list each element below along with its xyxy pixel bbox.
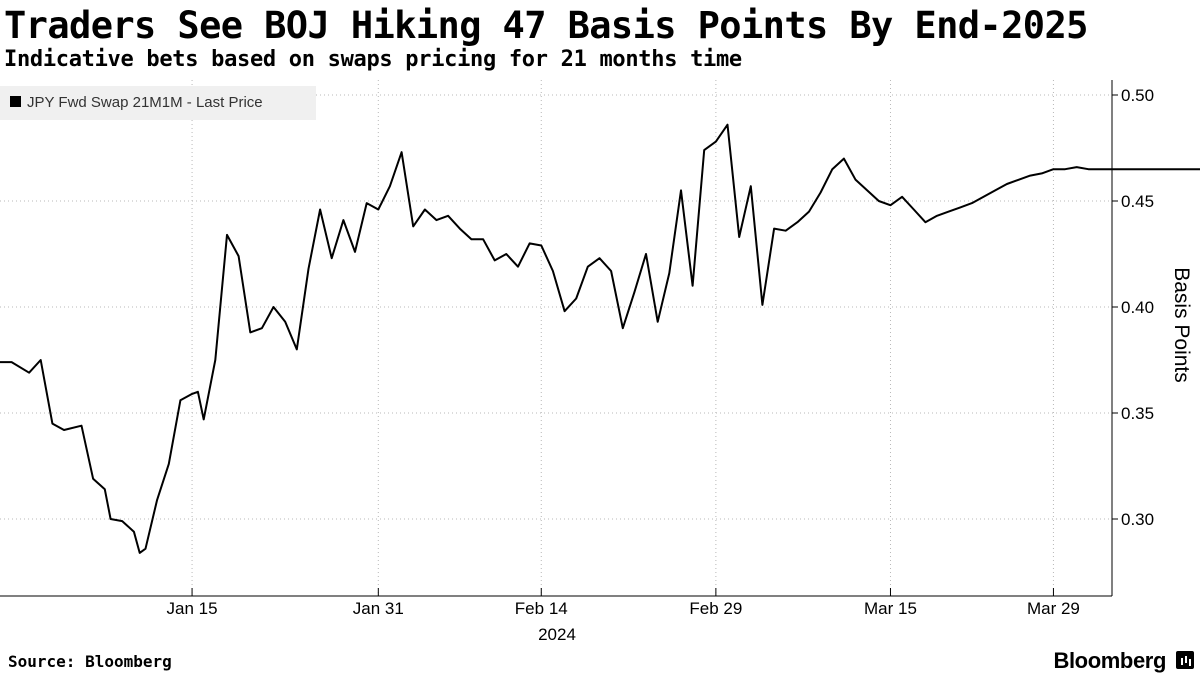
y-tick-label: 0.40 — [1121, 298, 1154, 317]
chart-subtitle: Indicative bets based on swaps pricing f… — [4, 47, 742, 72]
source-note: Source: Bloomberg — [8, 652, 172, 671]
legend: JPY Fwd Swap 21M1M - Last Price — [0, 86, 316, 120]
legend-label: JPY Fwd Swap 21M1M - Last Price — [27, 94, 263, 111]
x-tick-label: Jan 31 — [353, 599, 404, 618]
brand-logo: Bloomberg — [1053, 648, 1166, 673]
x-tick-label: Feb 14 — [515, 599, 568, 618]
legend-box — [0, 86, 316, 120]
x-tick-label: Feb 29 — [689, 599, 742, 618]
y-tick-label: 0.30 — [1121, 510, 1154, 529]
y-tick-label: 0.35 — [1121, 404, 1154, 423]
y-tick-label: 0.50 — [1121, 86, 1154, 105]
series-layer — [0, 123, 1200, 554]
x-axis-title: 2024 — [538, 625, 576, 640]
line-chart: 0.30 0.35 0.40 0.45 0.50 Jan 15 Jan 31 Feb 14 Fe… — [0, 80, 1200, 640]
y-axis-title: Basis Points — [1170, 267, 1193, 383]
x-tick-label: Jan 15 — [167, 599, 218, 618]
x-tick-label: Mar 29 — [1027, 599, 1080, 618]
axis-layer: 0.30 0.35 0.40 0.45 0.50 Jan 15 Jan 31 Feb 14 Fe… — [0, 80, 1193, 640]
legend-swatch — [10, 96, 21, 107]
grid-layer — [0, 80, 1112, 596]
bloomberg-terminal-icon — [1176, 651, 1194, 669]
series-line — [0, 123, 1200, 554]
x-tick-label: Mar 15 — [864, 599, 917, 618]
y-tick-label: 0.45 — [1121, 192, 1154, 211]
chart-title: Traders See BOJ Hiking 47 Basis Points B… — [4, 4, 1088, 47]
